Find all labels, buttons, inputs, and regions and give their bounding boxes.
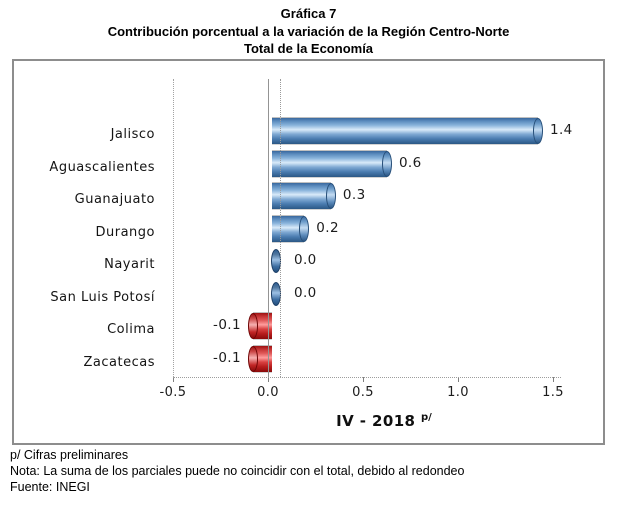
x-tick xyxy=(173,377,174,382)
category-label: Colima xyxy=(107,322,155,337)
value-label: -0.1 xyxy=(213,349,241,366)
x-tick-label: 1.0 xyxy=(447,385,469,400)
bar-cap-ellipse xyxy=(248,313,258,339)
category-label: Aguascalientes xyxy=(49,159,155,175)
bar-cap-ellipse xyxy=(325,183,336,209)
category-label: Guanajuato xyxy=(74,192,155,207)
chart-title: Gráfica 7 Contribución porcentual a la v… xyxy=(0,5,617,58)
bar-cap-ellipse xyxy=(533,118,543,144)
x-axis-line xyxy=(173,377,561,378)
chart-title-line3: Total de la Economía xyxy=(243,41,374,56)
category-label: Zacatecas xyxy=(83,354,155,370)
chart-bar xyxy=(272,150,392,177)
x-tick xyxy=(553,377,554,382)
value-label: 0.3 xyxy=(342,187,366,203)
footer-source: Fuente: INEGI xyxy=(10,480,90,494)
value-label: 0.6 xyxy=(398,154,422,171)
x-tick xyxy=(458,377,459,382)
chart-title-line1: Gráfica 7 xyxy=(280,6,337,21)
x-tick xyxy=(363,377,364,382)
chart-bar xyxy=(248,345,272,372)
chart-bar xyxy=(248,313,272,339)
gridline-minus-0-5 xyxy=(173,79,174,377)
category-label: Nayarit xyxy=(104,257,155,272)
bar-cap-ellipse xyxy=(299,215,310,242)
x-tick-label: 0.0 xyxy=(257,385,279,400)
value-label: 0.0 xyxy=(294,284,317,301)
footer-note-preliminary: p/ Cifras preliminares xyxy=(10,448,129,462)
x-tick xyxy=(268,377,269,382)
bar-cap-ellipse xyxy=(381,150,392,177)
x-axis-title-text: IV - 2018 xyxy=(336,412,416,430)
chart-title-line2: Contribución porcentual a la variación d… xyxy=(107,23,510,39)
chart-bar xyxy=(272,183,336,209)
zero-front-gridline xyxy=(280,79,281,377)
x-axis-title-superscript: p/ xyxy=(421,412,432,423)
footer-notes: p/ Cifras preliminares Nota: La suma de … xyxy=(10,447,464,495)
value-label: 0.2 xyxy=(316,219,339,236)
zero-axis-line xyxy=(268,79,269,377)
chart-bar xyxy=(272,118,543,144)
x-tick-label: -0.5 xyxy=(159,385,187,400)
x-axis-title: IV - 2018 p/ xyxy=(264,412,504,430)
category-label: San Luis Potosí xyxy=(50,289,155,305)
bar-cap-ellipse xyxy=(248,345,258,372)
value-label: 0.0 xyxy=(294,252,317,268)
plot-area: -0.5 0.0 0.5 1.0 1.5 Jalisco Aguascalien… xyxy=(14,61,603,443)
value-label: 1.4 xyxy=(550,122,573,138)
chart-frame: -0.5 0.0 0.5 1.0 1.5 Jalisco Aguascalien… xyxy=(12,59,605,445)
footer-note-rounding: Nota: La suma de los parciales puede no … xyxy=(10,464,465,478)
value-label: -0.1 xyxy=(213,317,241,333)
x-tick-label: 1.5 xyxy=(542,385,564,400)
category-label: Jalisco xyxy=(110,127,155,142)
category-label: Durango xyxy=(95,224,155,240)
x-tick-label: 0.5 xyxy=(352,385,374,400)
chart-bar xyxy=(272,215,310,242)
